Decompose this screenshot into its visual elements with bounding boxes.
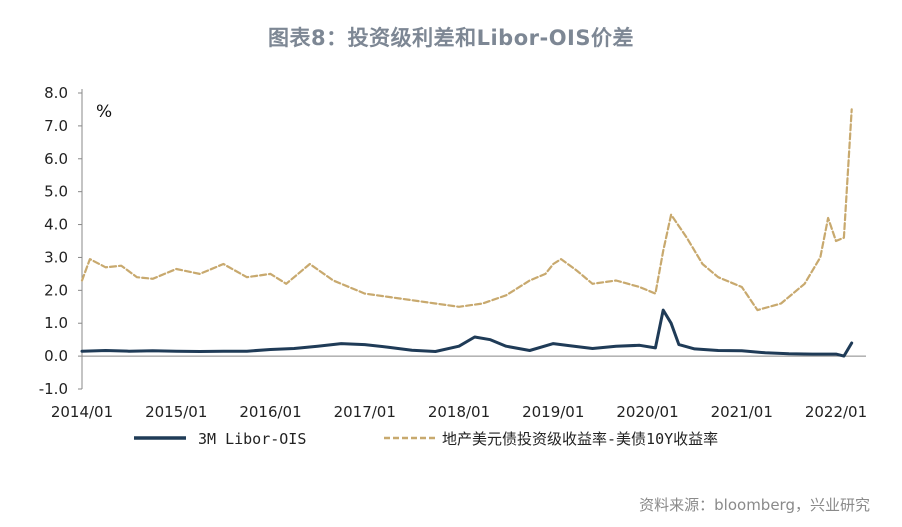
chart-title: 图表8：投资级利差和Libor-OIS价差 [267, 26, 634, 50]
y-tick-label: -1.0 [39, 380, 68, 398]
x-tick-label: 2021/01 [711, 403, 773, 421]
legend-label-property-ig-spread: 地产美元债投资级收益率-美债10Y收益率 [442, 430, 718, 448]
y-tick-label: 5.0 [44, 183, 68, 201]
legend-label-libor-ois: 3M Libor-OIS [198, 430, 306, 448]
y-axis-unit-label: % [96, 102, 112, 122]
source-note: 资料来源：bloomberg，兴业研究 [639, 496, 870, 514]
x-tick-label: 2022/01 [805, 403, 867, 421]
y-tick-label: 3.0 [44, 248, 68, 266]
y-tick-label: 6.0 [44, 150, 68, 168]
axes [81, 89, 866, 389]
y-tick-label: 8.0 [44, 84, 68, 102]
series-lines [80, 108, 854, 358]
x-tick-label: 2015/01 [145, 403, 207, 421]
chart-legend: 3M Libor-OIS 地产美元债投资级收益率-美债10Y收益率 [134, 430, 718, 448]
series-line-libor-ois [80, 308, 854, 358]
x-tick-label: 2018/01 [428, 403, 490, 421]
x-tick-label: 2020/01 [616, 403, 678, 421]
x-tick-label: 2014/01 [51, 403, 113, 421]
x-tick-label: 2017/01 [334, 403, 396, 421]
x-tick-label: 2016/01 [239, 403, 301, 421]
x-axis-ticks: 2014/01 2015/01 2016/01 2017/01 2018/01 2019/… [51, 403, 867, 421]
y-tick-label: 7.0 [44, 117, 68, 135]
y-tick-label: 2.0 [44, 281, 68, 299]
series-line-property-ig-spread [80, 108, 853, 312]
y-tick-label: 4.0 [44, 216, 68, 234]
y-tick-label: 1.0 [44, 314, 68, 332]
x-tick-label: 2019/01 [522, 403, 584, 421]
y-tick-label: 0.0 [44, 347, 68, 365]
y-axis-ticks: 8.0 7.0 6.0 5.0 4.0 3.0 2.0 1.0 0.0 -1.0 [39, 84, 82, 398]
